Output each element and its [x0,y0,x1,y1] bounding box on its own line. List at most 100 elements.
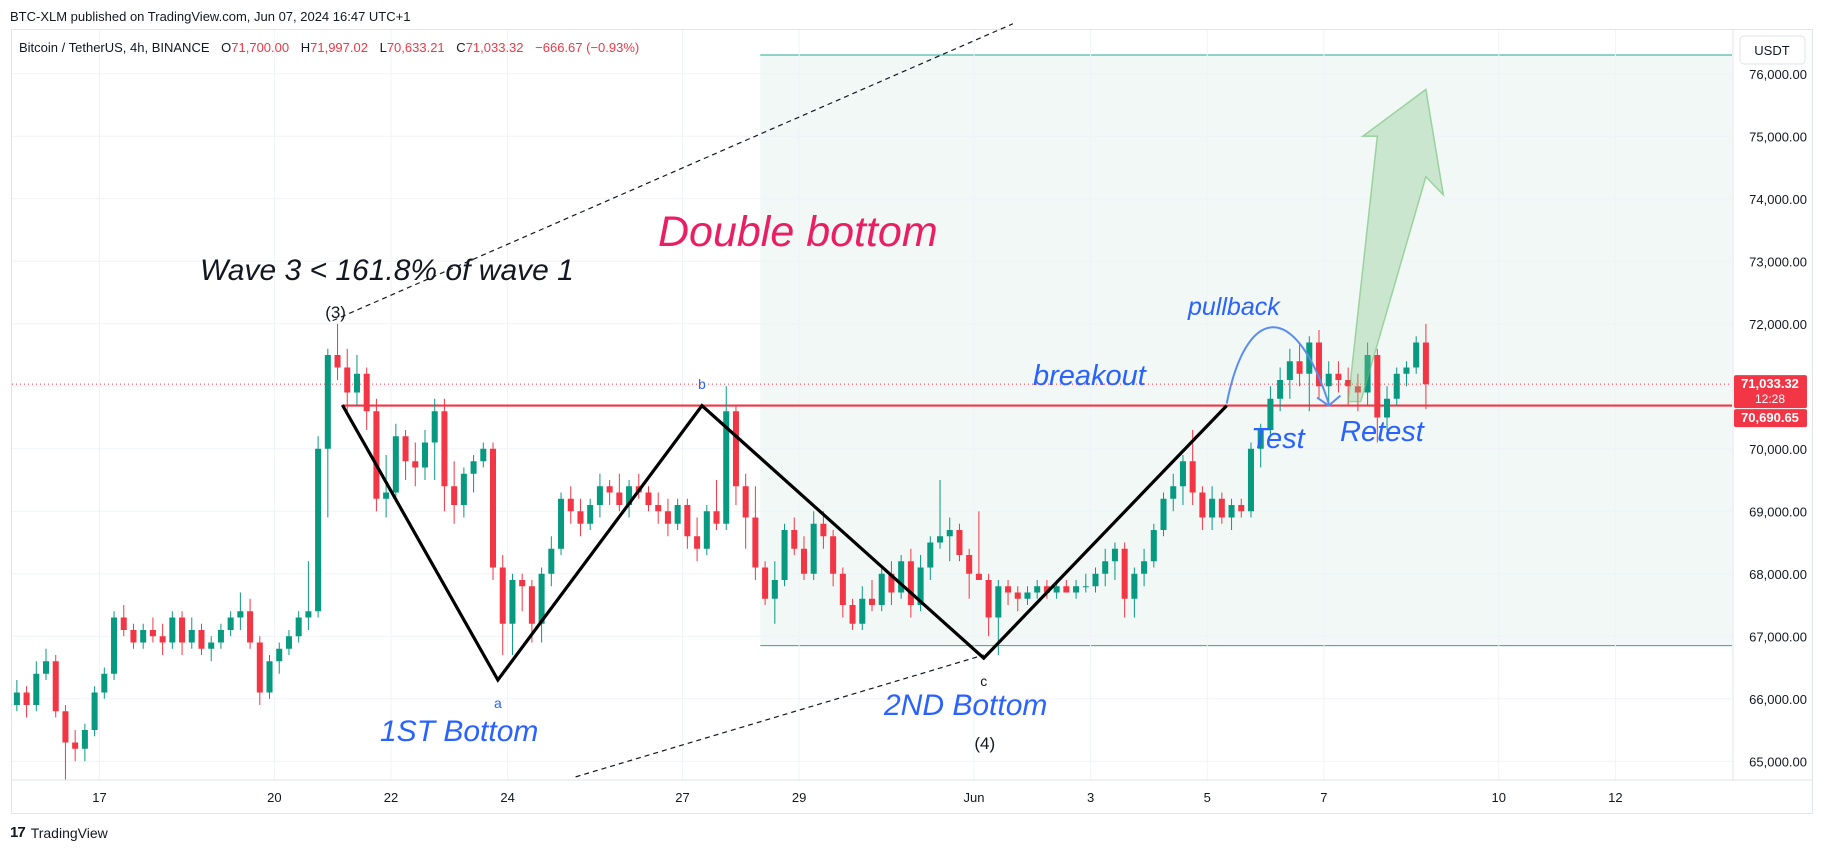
candle-body [1257,430,1264,449]
candle-body [995,586,1002,618]
candle [713,480,720,530]
candles[interactable] [13,323,1429,780]
candle-body [762,567,769,599]
candle [1218,492,1225,524]
candle [1160,492,1167,537]
candle-body [72,742,79,749]
candle [353,355,360,405]
candle-body [1209,498,1216,518]
candle-body [587,505,594,524]
candle-body [402,436,409,462]
candle [305,561,312,630]
candle-body [558,498,565,549]
candle-body [1063,586,1070,593]
candle-body [42,661,50,674]
candle-body [1393,373,1400,399]
candle-body [169,617,176,643]
candle [684,498,691,549]
candle-body [1179,461,1186,487]
candle-body [1160,498,1167,530]
candle [266,655,273,699]
chart-frame[interactable] [11,29,1813,814]
title-double-bottom: Double bottom [658,208,938,256]
price-tick-label: 70,000.00 [1749,442,1807,457]
elliott-channel [332,23,1014,778]
candle-body [616,492,623,505]
candle [975,511,982,580]
price-axis[interactable]: 65,000.00 66,000.00 67,000.00 68,000.00 69,0… [1749,67,1807,770]
candle [470,455,477,493]
candle [81,723,88,762]
candle-body [33,673,40,705]
candle-body [1073,586,1080,593]
time-tick-label: 10 [1492,790,1506,805]
candle-body [732,411,739,487]
candle [62,705,69,780]
candle [1315,330,1323,399]
time-tick-label: 29 [792,790,806,805]
point-a-label: a [494,695,502,711]
candle-body [1014,592,1021,599]
candle-body [315,448,322,612]
candle [383,455,390,518]
candle-body [849,605,856,624]
candle [13,680,20,712]
candle-body [1024,592,1031,599]
time-tick-label: 24 [500,790,514,805]
candle [179,611,186,655]
first-bottom-label: 1ST Bottom [380,715,538,748]
candle [888,561,895,605]
time-tick-label: 20 [267,790,281,805]
candle-body [256,642,263,693]
candle-body [383,492,390,499]
time-tick-label: 5 [1204,790,1211,805]
time-tick-label: 27 [675,790,689,805]
candle [1209,486,1216,530]
candle [149,617,156,643]
candle-body [781,530,788,580]
candle-body [237,611,244,618]
candle [421,430,429,480]
candle [198,623,205,655]
price-tick-label: 74,000.00 [1749,192,1807,207]
legend-l-label: L [380,40,387,55]
candle-body [1043,586,1050,593]
candle [285,630,292,655]
candle [363,367,370,430]
candle-body [519,580,526,587]
time-axis[interactable]: 17 20 22 24 27 29 Jun 3 5 7 10 12 [92,790,1622,805]
candle-body [159,636,166,643]
price-tick-label: 67,000.00 [1749,629,1807,644]
legend-c-value: 71,033.32 [466,40,524,55]
candle [120,605,127,637]
candle [42,648,50,680]
time-tick-label: 12 [1608,790,1622,805]
candle-body [538,573,545,624]
candle-body [713,511,720,524]
candle [956,523,963,562]
tradingview-logo-text: TradingView [30,824,108,841]
legend-h-value: 71,997.02 [310,40,368,55]
candle-body [898,561,905,593]
wave-note: Wave 3 < 161.8% of wave 1 [200,254,574,287]
candle [878,567,885,612]
tradingview-logo[interactable]: 17 TradingView [10,824,108,841]
candle [1170,473,1177,512]
candle [188,617,195,649]
candle [441,398,448,512]
price-tick-label: 66,000.00 [1749,692,1807,707]
candle-body [1345,380,1352,387]
candle [820,511,827,549]
candle-body [528,586,535,624]
currency-button[interactable]: USDT [1739,35,1806,65]
point-c-label: c [980,673,987,689]
price-tick-label: 73,000.00 [1749,254,1807,269]
candle [247,598,254,649]
candle [208,636,215,662]
candle-body [664,511,671,524]
candle [1005,580,1012,605]
wave3-label: (3) [325,303,346,322]
candle-body [791,530,798,549]
candle-body [1374,355,1381,418]
